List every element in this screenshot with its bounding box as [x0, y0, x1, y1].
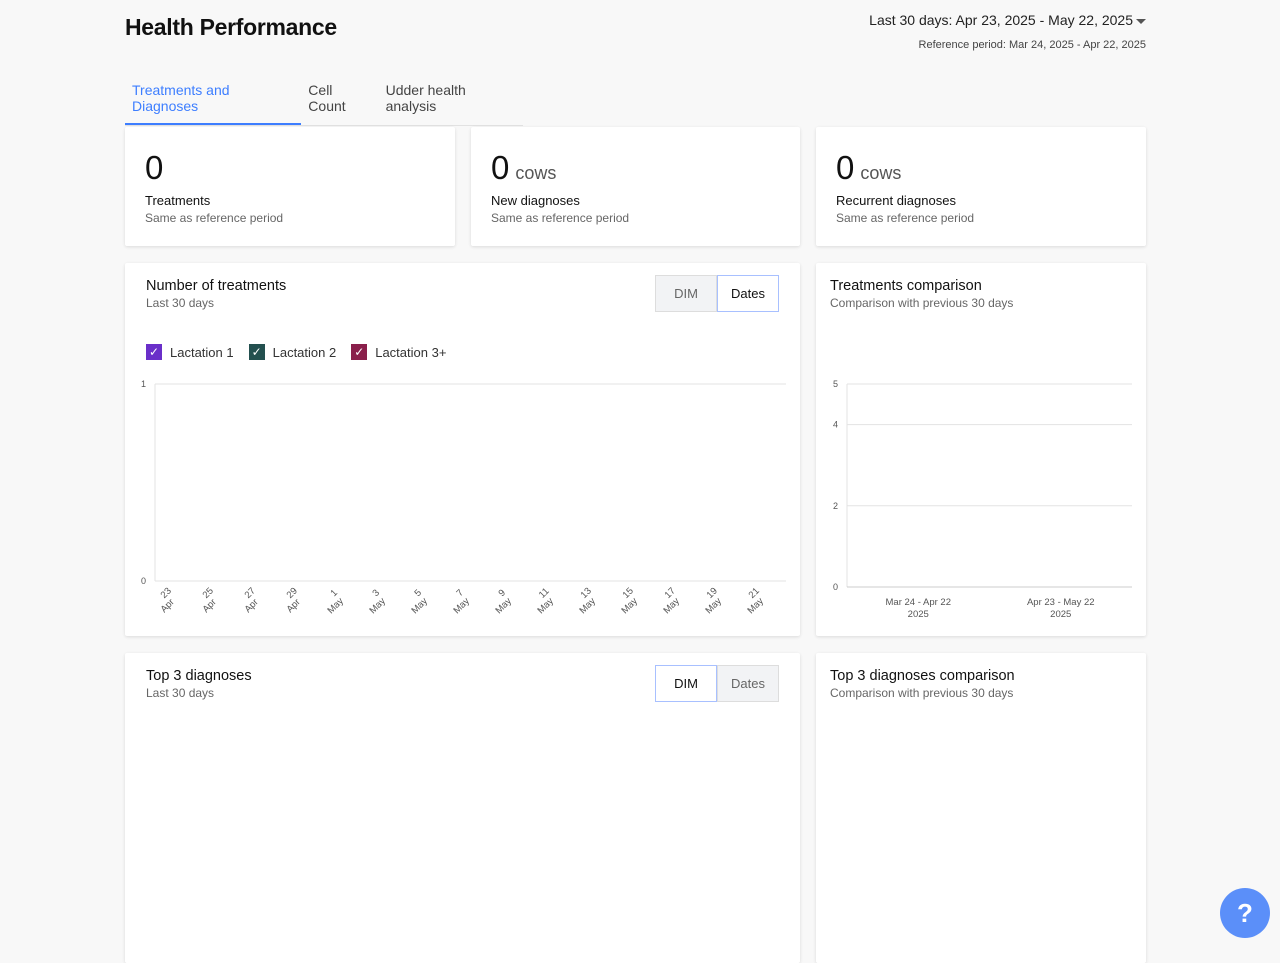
- kpi-unit: cows: [515, 163, 557, 183]
- kpi-value: 0: [145, 149, 164, 186]
- x-tick-month: May: [703, 596, 724, 617]
- kpi-label: New diagnoses: [491, 193, 580, 208]
- tab-bar: Treatments and Diagnoses Cell Count Udde…: [125, 78, 523, 126]
- x-tick-label: Mar 24 - Apr 22: [886, 597, 951, 608]
- x-tick-month: May: [451, 596, 472, 617]
- treatments-card: Number of treatments Last 30 days DIM Da…: [125, 263, 800, 636]
- x-tick-month: May: [745, 596, 766, 617]
- legend-label: Lactation 3+: [375, 344, 447, 360]
- x-tick-label: 2025: [908, 609, 929, 620]
- legend-label: Lactation 1: [170, 344, 234, 360]
- x-tick-month: May: [325, 596, 346, 617]
- toggle-dates[interactable]: Dates: [717, 665, 779, 702]
- checkbox-checked-icon[interactable]: ✓: [351, 344, 368, 360]
- x-tick-month: Apr: [201, 597, 219, 615]
- kpi-sub: Same as reference period: [145, 211, 284, 225]
- kpi-unit: cows: [860, 163, 902, 183]
- legend: ✓ Lactation 1 ✓ Lactation 2 ✓ Lactation 3+: [146, 344, 446, 360]
- y-tick-label: 0: [141, 576, 146, 586]
- y-tick-label: 0: [833, 582, 838, 592]
- y-tick-label: 1: [141, 379, 146, 389]
- legend-lactation-1[interactable]: ✓ Lactation 1: [146, 344, 234, 360]
- x-tick-day: 1: [328, 587, 340, 599]
- x-tick-month: Apr: [243, 597, 261, 615]
- view-toggle: DIM Dates: [655, 665, 779, 702]
- checkbox-checked-icon[interactable]: ✓: [248, 344, 265, 360]
- x-tick-day: 3: [370, 587, 382, 599]
- card-subtitle: Last 30 days: [146, 296, 215, 310]
- card-title: Number of treatments: [146, 278, 287, 294]
- caret-down-icon: [1136, 18, 1146, 24]
- x-tick-month: May: [367, 596, 388, 617]
- kpi-value: 0: [836, 149, 855, 186]
- y-tick-label: 2: [833, 501, 838, 511]
- help-button[interactable]: ?: [1220, 888, 1270, 938]
- kpi-label: Treatments: [145, 193, 211, 208]
- checkbox-checked-icon[interactable]: ✓: [146, 344, 162, 360]
- x-tick-month: May: [409, 596, 430, 617]
- period-selector[interactable]: Last 30 days: Apr 23, 2025 - May 22, 202…: [869, 12, 1146, 28]
- tab-treatments-diagnoses[interactable]: Treatments and Diagnoses: [125, 78, 302, 125]
- x-tick-month: Apr: [159, 597, 177, 615]
- x-tick-label: Apr 23 - May 22: [1027, 597, 1095, 608]
- kpi-treatments: 0 Treatments Same as reference period: [125, 127, 455, 246]
- diagnoses-comparison-card: Top 3 diagnoses comparison Comparison wi…: [816, 653, 1146, 963]
- kpi-recurrent-diagnoses: 0 cows Recurrent diagnoses Same as refere…: [816, 127, 1146, 246]
- tab-udder-health[interactable]: Udder health analysis: [385, 82, 466, 114]
- tab-cell-count[interactable]: Cell Count: [308, 82, 346, 114]
- x-tick-month: May: [661, 596, 682, 617]
- kpi-sub: Same as reference period: [836, 211, 975, 225]
- y-tick-label: 4: [833, 420, 838, 430]
- view-toggle: DIM Dates: [655, 275, 779, 312]
- x-tick-month: May: [619, 596, 640, 617]
- x-tick-month: May: [535, 596, 556, 617]
- card-subtitle: Last 30 days: [146, 686, 215, 700]
- x-tick-month: May: [493, 596, 514, 617]
- kpi-new-diagnoses: 0 cows New diagnoses Same as reference pe…: [471, 127, 800, 246]
- toggle-dim[interactable]: DIM: [655, 275, 717, 312]
- y-tick-label: 5: [833, 379, 838, 389]
- page-title: Health Performance: [125, 14, 337, 40]
- diagnoses-card: Top 3 diagnoses Last 30 days DIM Dates: [125, 653, 800, 963]
- card-title: Treatments comparison: [830, 278, 982, 294]
- card-title: Top 3 diagnoses comparison: [830, 668, 1015, 684]
- x-tick-day: 9: [496, 587, 508, 599]
- toggle-dates[interactable]: Dates: [717, 275, 779, 312]
- kpi-label: Recurrent diagnoses: [836, 193, 956, 208]
- x-tick-month: Apr: [285, 597, 303, 615]
- x-tick-label: 2025: [1050, 609, 1071, 620]
- toggle-dim[interactable]: DIM: [655, 665, 717, 702]
- kpi-value: 0: [491, 149, 510, 186]
- treatments-chart: 0123Apr25Apr27Apr29Apr1May3May5May7May9M…: [141, 379, 786, 617]
- reference-period: Reference period: Mar 24, 2025 - Apr 22,…: [918, 39, 1146, 51]
- legend-lactation-2[interactable]: ✓ Lactation 2: [248, 344, 337, 360]
- card-subtitle: Comparison with previous 30 days: [830, 686, 1014, 700]
- kpi-sub: Same as reference period: [491, 211, 630, 225]
- treatments-comparison-card: Treatments comparison Comparison with pr…: [816, 263, 1146, 636]
- x-tick-month: May: [577, 596, 598, 617]
- card-title: Top 3 diagnoses: [146, 668, 252, 684]
- x-tick-day: 7: [454, 587, 466, 599]
- legend-label: Lactation 2: [272, 344, 337, 360]
- card-subtitle: Comparison with previous 30 days: [830, 296, 1014, 310]
- x-tick-day: 5: [412, 587, 424, 599]
- period-label: Last 30 days: Apr 23, 2025 - May 22, 202…: [869, 12, 1133, 28]
- legend-lactation-3[interactable]: ✓ Lactation 3+: [351, 344, 446, 360]
